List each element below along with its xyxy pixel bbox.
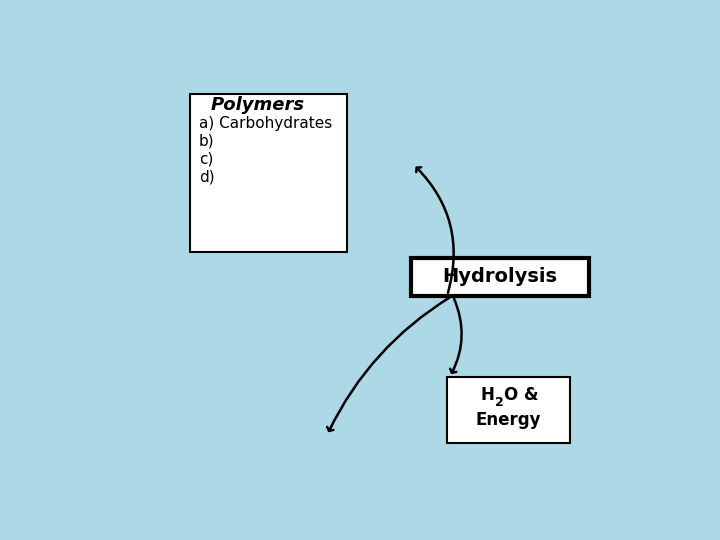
Text: Energy: Energy [476, 411, 541, 429]
Text: Polymers: Polymers [210, 96, 305, 114]
Text: a) Carbohydrates: a) Carbohydrates [199, 116, 332, 131]
FancyBboxPatch shape [190, 94, 347, 252]
Text: c): c) [199, 151, 213, 166]
Text: d): d) [199, 169, 215, 184]
Text: Hydrolysis: Hydrolysis [443, 267, 557, 286]
Text: O &: O & [504, 386, 539, 404]
Text: b): b) [199, 133, 215, 148]
Text: 2: 2 [495, 395, 504, 409]
FancyBboxPatch shape [411, 258, 590, 295]
FancyBboxPatch shape [447, 377, 570, 443]
Text: H: H [481, 386, 495, 404]
